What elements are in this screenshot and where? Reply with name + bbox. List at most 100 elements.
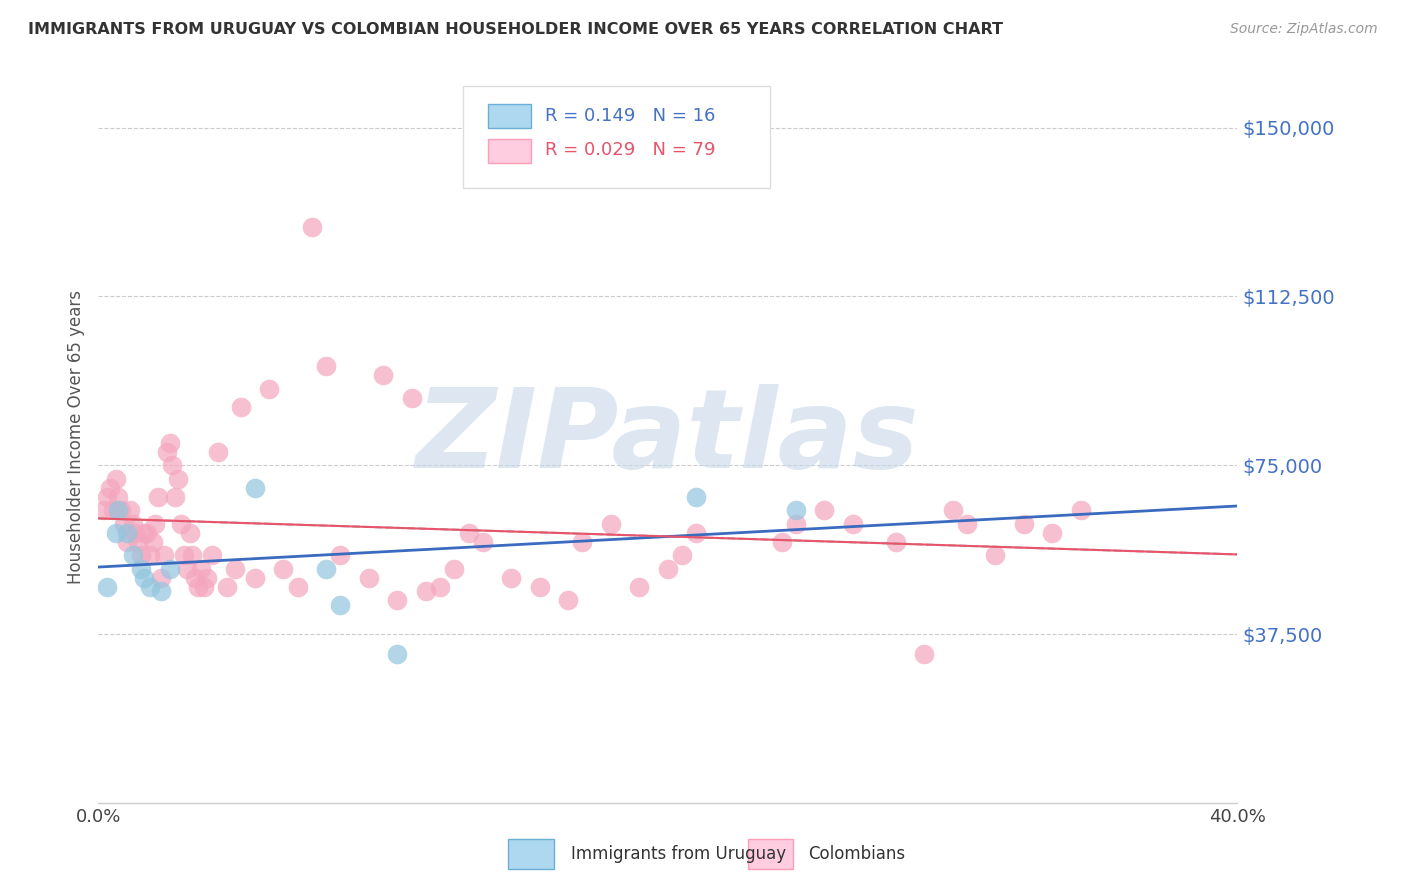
Point bbox=[121, 516, 143, 531]
Point bbox=[110, 503, 132, 517]
Point bbox=[215, 580, 238, 594]
Point bbox=[443, 562, 465, 576]
Point bbox=[159, 435, 181, 450]
Point bbox=[121, 548, 143, 562]
Point bbox=[315, 359, 337, 374]
Point bbox=[429, 580, 451, 594]
Point bbox=[129, 548, 152, 562]
FancyBboxPatch shape bbox=[463, 86, 770, 188]
Point bbox=[387, 647, 409, 661]
Point bbox=[1070, 503, 1092, 517]
Point bbox=[107, 490, 129, 504]
Point bbox=[145, 516, 167, 531]
Point bbox=[150, 571, 173, 585]
Point bbox=[956, 516, 979, 531]
Point bbox=[165, 490, 187, 504]
Point bbox=[98, 481, 121, 495]
Point bbox=[471, 534, 494, 549]
Point bbox=[329, 598, 352, 612]
Point bbox=[628, 580, 651, 594]
Point bbox=[224, 562, 246, 576]
Point bbox=[301, 219, 323, 234]
Point bbox=[153, 548, 176, 562]
Point bbox=[193, 580, 215, 594]
Point bbox=[657, 562, 679, 576]
Point bbox=[287, 580, 309, 594]
Point bbox=[104, 525, 127, 540]
Point bbox=[101, 503, 124, 517]
Point bbox=[179, 525, 201, 540]
Point bbox=[170, 516, 193, 531]
Point bbox=[685, 525, 707, 540]
Point bbox=[401, 391, 423, 405]
FancyBboxPatch shape bbox=[488, 104, 531, 128]
Point bbox=[571, 534, 593, 549]
Point bbox=[785, 503, 807, 517]
Point bbox=[842, 516, 865, 531]
FancyBboxPatch shape bbox=[488, 138, 531, 163]
Point bbox=[457, 525, 479, 540]
Point bbox=[187, 580, 209, 594]
Point bbox=[112, 516, 135, 531]
Point bbox=[207, 444, 229, 458]
Point bbox=[93, 503, 115, 517]
Point bbox=[243, 571, 266, 585]
Point bbox=[373, 368, 395, 383]
Point bbox=[141, 534, 163, 549]
Point bbox=[671, 548, 693, 562]
Point bbox=[1040, 525, 1063, 540]
Text: Source: ZipAtlas.com: Source: ZipAtlas.com bbox=[1230, 22, 1378, 37]
Point bbox=[529, 580, 551, 594]
Point bbox=[159, 562, 181, 576]
Point bbox=[600, 516, 623, 531]
Point bbox=[138, 548, 160, 562]
Point bbox=[415, 584, 437, 599]
Point bbox=[195, 571, 218, 585]
Point bbox=[162, 458, 184, 473]
Point bbox=[557, 593, 579, 607]
Point bbox=[96, 490, 118, 504]
Point bbox=[273, 562, 295, 576]
Point bbox=[115, 525, 138, 540]
Point bbox=[118, 503, 141, 517]
Y-axis label: Householder Income Over 65 years: Householder Income Over 65 years bbox=[66, 290, 84, 584]
Point bbox=[243, 481, 266, 495]
Point bbox=[259, 382, 281, 396]
Point bbox=[115, 534, 138, 549]
Point bbox=[173, 548, 195, 562]
Point bbox=[770, 534, 793, 549]
Point bbox=[167, 472, 190, 486]
Point bbox=[387, 593, 409, 607]
Point bbox=[132, 571, 155, 585]
Point bbox=[785, 516, 807, 531]
Point bbox=[942, 503, 965, 517]
Point bbox=[138, 580, 160, 594]
Point bbox=[127, 534, 149, 549]
Point bbox=[201, 548, 224, 562]
Point bbox=[104, 472, 127, 486]
Text: R = 0.149   N = 16: R = 0.149 N = 16 bbox=[546, 107, 716, 125]
Text: Colombians: Colombians bbox=[808, 845, 905, 863]
Point bbox=[150, 584, 173, 599]
Text: ZIPatlas: ZIPatlas bbox=[416, 384, 920, 491]
Point bbox=[813, 503, 835, 517]
Point bbox=[107, 503, 129, 517]
Point bbox=[501, 571, 523, 585]
Point bbox=[329, 548, 352, 562]
Point bbox=[156, 444, 179, 458]
Point bbox=[148, 490, 170, 504]
Point bbox=[190, 562, 212, 576]
Point bbox=[884, 534, 907, 549]
Point bbox=[184, 571, 207, 585]
Point bbox=[135, 525, 157, 540]
Point bbox=[984, 548, 1007, 562]
Point bbox=[357, 571, 380, 585]
Point bbox=[1012, 516, 1035, 531]
Point bbox=[912, 647, 935, 661]
Point bbox=[129, 562, 152, 576]
FancyBboxPatch shape bbox=[509, 839, 554, 869]
FancyBboxPatch shape bbox=[748, 839, 793, 869]
Point bbox=[229, 400, 252, 414]
Point bbox=[124, 525, 146, 540]
Text: R = 0.029   N = 79: R = 0.029 N = 79 bbox=[546, 141, 716, 160]
